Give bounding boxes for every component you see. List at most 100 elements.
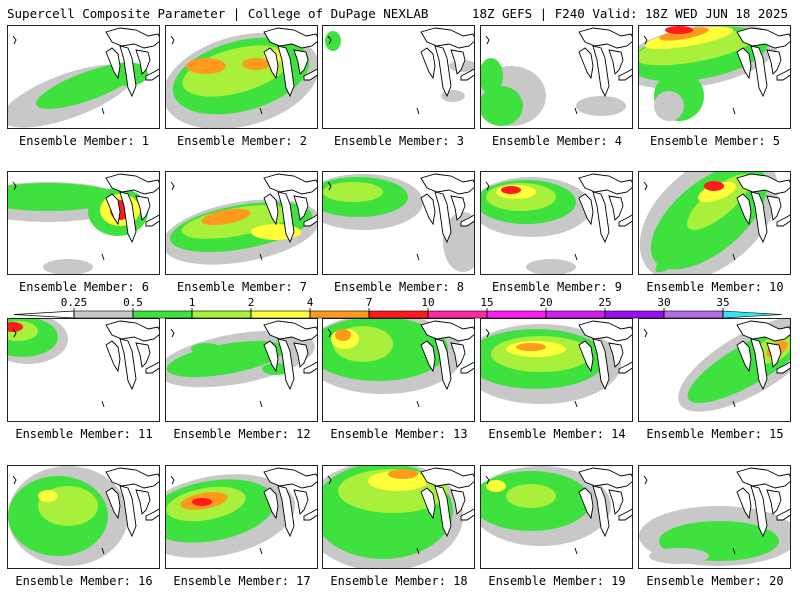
lake-outline <box>460 361 474 374</box>
lake-outline <box>766 195 782 221</box>
coastline <box>327 475 332 485</box>
colorbar-segment <box>368 310 429 319</box>
coastline <box>643 328 648 338</box>
lake-outline <box>105 173 159 195</box>
scp-map <box>323 173 474 272</box>
scp-contour-area <box>655 231 703 273</box>
lake-outline <box>434 338 452 391</box>
colorbar-above-arrow <box>722 310 783 319</box>
coastline <box>732 400 736 408</box>
coastline <box>327 181 332 191</box>
lake-outline <box>618 361 632 374</box>
coastline <box>485 475 490 485</box>
coastline <box>101 253 105 261</box>
coastline <box>485 328 490 338</box>
scp-contour-area <box>639 30 754 66</box>
lake-outline <box>420 467 474 489</box>
lake-outline <box>460 214 474 227</box>
scp-contour-area <box>8 106 43 126</box>
coastline <box>327 328 332 338</box>
lake-outline <box>277 485 295 538</box>
scp-map <box>8 319 159 408</box>
lake-outline <box>263 173 317 195</box>
lake-outline <box>145 361 159 374</box>
ensemble-member-map-20 <box>638 465 791 569</box>
scp-contour-area <box>383 186 403 198</box>
coastline <box>643 181 648 191</box>
coastline <box>101 400 105 408</box>
coastline <box>259 547 263 555</box>
lake-outline <box>277 45 295 98</box>
member-label: Ensemble Member: 4 <box>491 134 623 148</box>
lake-outline <box>578 487 594 520</box>
member-label: Ensemble Member: 16 <box>15 574 153 588</box>
ensemble-member-map-15 <box>638 318 791 422</box>
ensemble-member-map-2 <box>165 25 318 129</box>
scp-contour-area <box>38 490 58 502</box>
lake-outline <box>293 489 309 515</box>
ensemble-member-map-3 <box>322 25 475 129</box>
coastline <box>259 253 263 261</box>
lake-outline <box>434 45 452 98</box>
scp-contour-area <box>388 469 418 479</box>
ensemble-member-map-18 <box>322 465 475 569</box>
colorbar-level-label: 20 <box>539 296 552 309</box>
coastline <box>170 328 175 338</box>
colorbar-level-label: 15 <box>480 296 493 309</box>
scp-contour-area <box>166 340 286 378</box>
lake-outline <box>420 193 436 226</box>
scp-map <box>166 467 317 558</box>
lake-outline <box>766 489 782 515</box>
lake-outline <box>736 340 752 373</box>
lake-outline <box>766 342 782 368</box>
ensemble-member-map-17 <box>165 465 318 569</box>
lake-outline <box>750 338 768 391</box>
scp-contour-area <box>186 58 226 74</box>
lake-outline <box>303 68 317 81</box>
coastline <box>732 107 736 115</box>
scp-map <box>166 27 317 128</box>
lake-outline <box>119 338 137 391</box>
coastline <box>170 475 175 485</box>
lake-outline <box>736 193 752 226</box>
lake-outline <box>776 214 790 227</box>
lake-outline <box>578 320 632 342</box>
scp-contour-area <box>506 484 556 508</box>
coastline <box>416 400 420 408</box>
ensemble-member-map-10 <box>638 171 791 275</box>
member-label: Ensemble Member: 3 <box>333 134 465 148</box>
scp-contour-area <box>704 181 724 191</box>
lake-outline <box>434 485 452 538</box>
scp-contour-area <box>325 31 341 51</box>
lake-outline <box>618 214 632 227</box>
lake-outline <box>608 489 624 515</box>
coastline <box>574 547 578 555</box>
ensemble-member-map-12 <box>165 318 318 422</box>
lake-outline <box>736 27 790 49</box>
lake-outline <box>420 320 474 342</box>
scp-map <box>481 320 632 408</box>
lake-outline <box>105 193 121 226</box>
colorbar-level-label: 4 <box>307 296 314 309</box>
lake-outline <box>277 191 295 244</box>
lake-outline <box>460 68 474 81</box>
lake-outline <box>105 320 159 342</box>
member-label: Ensemble Member: 5 <box>649 134 781 148</box>
colorbar-level-label: 35 <box>716 296 729 309</box>
ensemble-member-map-19 <box>480 465 633 569</box>
member-label: Ensemble Member: 17 <box>173 574 311 588</box>
lake-outline <box>145 214 159 227</box>
coastline <box>12 475 17 485</box>
scp-contour-area <box>8 322 23 332</box>
coastline <box>574 107 578 115</box>
scp-contour-area <box>192 498 212 506</box>
lake-outline <box>766 49 782 75</box>
lake-outline <box>450 489 466 515</box>
lake-outline <box>578 340 594 373</box>
coastline <box>259 107 263 115</box>
scp-map <box>643 319 790 412</box>
lake-outline <box>263 27 317 49</box>
lake-outline <box>135 49 151 75</box>
colorbar-segment <box>486 310 547 319</box>
member-label: Ensemble Member: 20 <box>646 574 784 588</box>
